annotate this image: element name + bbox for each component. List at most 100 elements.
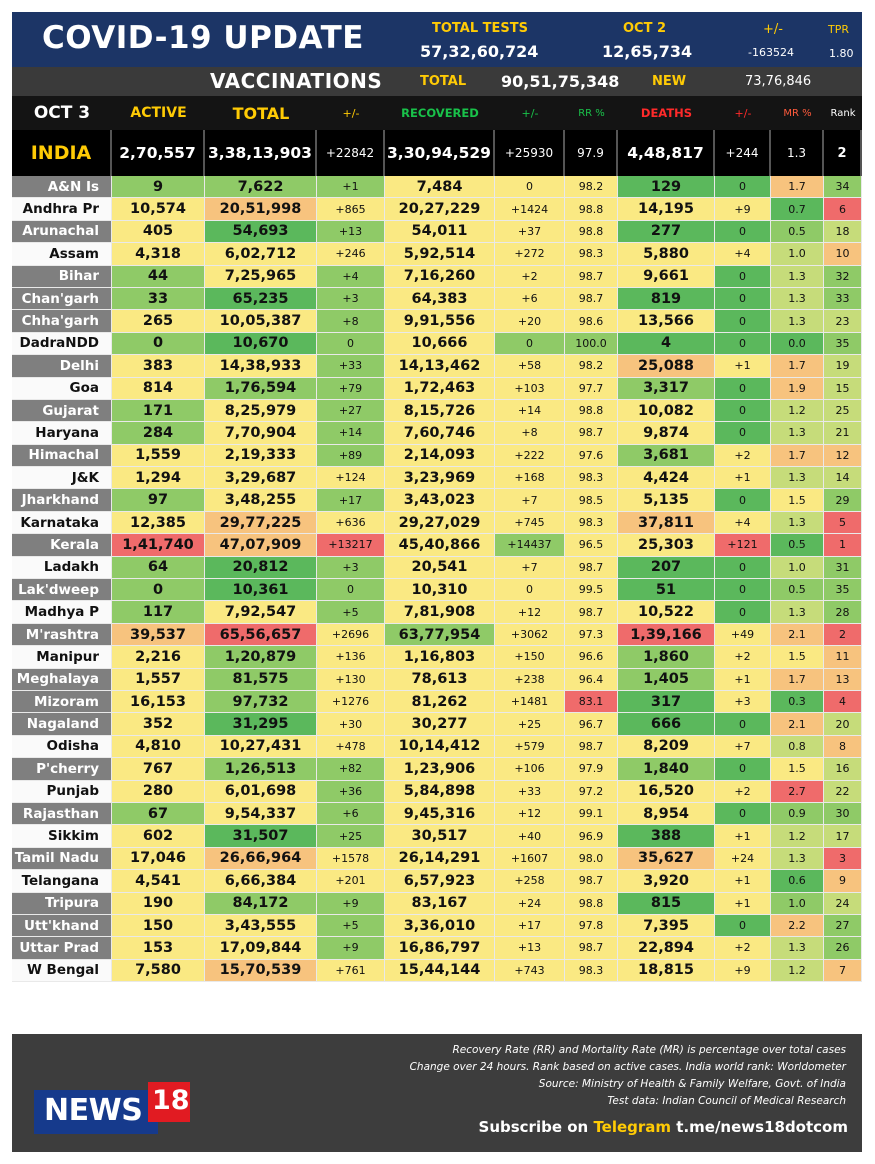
telegram-link[interactable]: Telegram	[593, 1118, 672, 1136]
change3-cell: 0	[715, 914, 771, 938]
state-name-cell: Tripura	[12, 892, 112, 915]
change3-cell: +3	[715, 690, 771, 714]
rank-cell: 35	[824, 579, 862, 602]
deaths-cell: 819	[618, 287, 715, 311]
india-rank: 2	[824, 130, 862, 176]
recovered-cell: 2,14,093	[385, 444, 495, 468]
table-row: Arunachal 405 54,693 +13 54,011 +37 98.8 277 0 0.…	[12, 220, 862, 244]
mr-cell: 1.0	[771, 243, 824, 266]
table-row: Delhi 383 14,38,933 +33 14,13,462 +58 98.2 25,0…	[12, 355, 862, 378]
rank-cell: 21	[824, 422, 862, 445]
rank-cell: 12	[824, 444, 862, 468]
change2-cell: +24	[495, 892, 565, 915]
rr-cell: 97.6	[565, 444, 618, 468]
mr-cell: 1.5	[771, 758, 824, 781]
tpr-value: 1.80	[829, 47, 854, 60]
table-row: Tamil Nadu 17,046 26,66,964 +1578 26,14,291 +…	[12, 847, 862, 871]
deaths-cell: 16,520	[618, 780, 715, 803]
table-row: Assam 4,318 6,02,712 +246 5,92,514 +272 98.3 5,…	[12, 243, 862, 266]
mr-cell: 1.9	[771, 377, 824, 400]
change3-cell: 0	[715, 310, 771, 333]
rr-cell: 98.7	[565, 735, 618, 759]
rank-cell: 31	[824, 556, 862, 580]
change-value: -163524	[748, 46, 794, 59]
deaths-cell: 8,209	[618, 735, 715, 759]
mr-cell: 1.3	[771, 847, 824, 871]
table-row: Bihar 44 7,25,965 +4 7,16,260 +2 98.7 9,661 0 1.3…	[12, 265, 862, 288]
deaths-cell: 1,39,166	[618, 623, 715, 647]
state-name-cell: J&K	[12, 467, 112, 490]
mr-cell: 1.3	[771, 511, 824, 535]
active-cell: 1,557	[112, 668, 205, 691]
deaths-cell: 4,424	[618, 467, 715, 490]
rr-cell: 98.3	[565, 511, 618, 535]
deaths-cell: 3,681	[618, 444, 715, 468]
change2-cell: +14	[495, 399, 565, 423]
total-cell: 6,02,712	[205, 243, 317, 266]
change2-cell: +2	[495, 265, 565, 288]
rr-cell: 98.7	[565, 287, 618, 311]
state-name-cell: Sikkim	[12, 825, 112, 848]
recovered-cell: 1,16,803	[385, 646, 495, 669]
total-header: TOTAL	[205, 96, 317, 130]
change2-cell: +258	[495, 870, 565, 893]
state-name-cell: Jharkhand	[12, 489, 112, 512]
total-cell: 31,507	[205, 825, 317, 848]
india-change2: +25930	[495, 130, 565, 176]
rr-cell: 98.8	[565, 198, 618, 221]
total-cell: 54,693	[205, 220, 317, 244]
change3-cell: +2	[715, 444, 771, 468]
mr-cell: 1.3	[771, 467, 824, 490]
table-row: A&N Is 9 7,622 +1 7,484 0 98.2 129 0 1.7 34	[12, 176, 862, 199]
rr-cell: 98.8	[565, 399, 618, 423]
change1-cell: +79	[317, 377, 385, 400]
rank-cell: 14	[824, 467, 862, 490]
change2-cell: +58	[495, 355, 565, 378]
change3-cell: 0	[715, 399, 771, 423]
change3-cell: +49	[715, 623, 771, 647]
change3-cell: 0	[715, 601, 771, 624]
deaths-cell: 5,135	[618, 489, 715, 512]
total-cell: 97,732	[205, 690, 317, 714]
total-cell: 1,20,879	[205, 646, 317, 669]
active-cell: 16,153	[112, 690, 205, 714]
change1-cell: +5	[317, 601, 385, 624]
change3-cell: 0	[715, 802, 771, 826]
change1-cell: +8	[317, 310, 385, 333]
change3-cell: 0	[715, 556, 771, 580]
total-cell: 47,07,909	[205, 534, 317, 557]
india-mr: 1.3	[771, 130, 824, 176]
change3-cell: +9	[715, 198, 771, 221]
active-cell: 0	[112, 579, 205, 602]
mr-cell: 0.6	[771, 870, 824, 893]
total-cell: 3,48,255	[205, 489, 317, 512]
recovered-cell: 10,14,412	[385, 735, 495, 759]
logo-news-text: NEWS	[44, 1093, 143, 1128]
table-row: Karnataka 12,385 29,77,225 +636 29,27,029 +74…	[12, 511, 862, 535]
state-name-cell: Rajasthan	[12, 802, 112, 826]
rank-cell: 2	[824, 623, 862, 647]
total-cell: 6,01,698	[205, 780, 317, 803]
deaths-cell: 25,088	[618, 355, 715, 378]
total-cell: 2,19,333	[205, 444, 317, 468]
table-row: Nagaland 352 31,295 +30 30,277 +25 96.7 666 0 2.1…	[12, 713, 862, 736]
recovered-cell: 78,613	[385, 668, 495, 691]
recovered-header: RECOVERED	[385, 96, 495, 130]
change3-cell: 0	[715, 713, 771, 736]
rank-cell: 25	[824, 399, 862, 423]
mr-cell: 1.7	[771, 668, 824, 691]
mr-cell: 1.7	[771, 355, 824, 378]
total-cell: 10,27,431	[205, 735, 317, 759]
rr-cell: 98.7	[565, 265, 618, 288]
change2-cell: +40	[495, 825, 565, 848]
rr-cell: 96.6	[565, 646, 618, 669]
change3-cell: +1	[715, 467, 771, 490]
subscribe-url[interactable]: t.me/news18dotcom	[671, 1118, 848, 1136]
active-cell: 67	[112, 802, 205, 826]
india-name: INDIA	[12, 130, 112, 176]
table-row: Chha'garh 265 10,05,387 +8 9,91,556 +20 98.6 13…	[12, 310, 862, 333]
mr-cell: 0.5	[771, 579, 824, 602]
footer-note-source: Source: Ministry of Health & Family Welf…	[538, 1078, 846, 1090]
recovered-cell: 6,57,923	[385, 870, 495, 893]
deaths-cell: 1,405	[618, 668, 715, 691]
